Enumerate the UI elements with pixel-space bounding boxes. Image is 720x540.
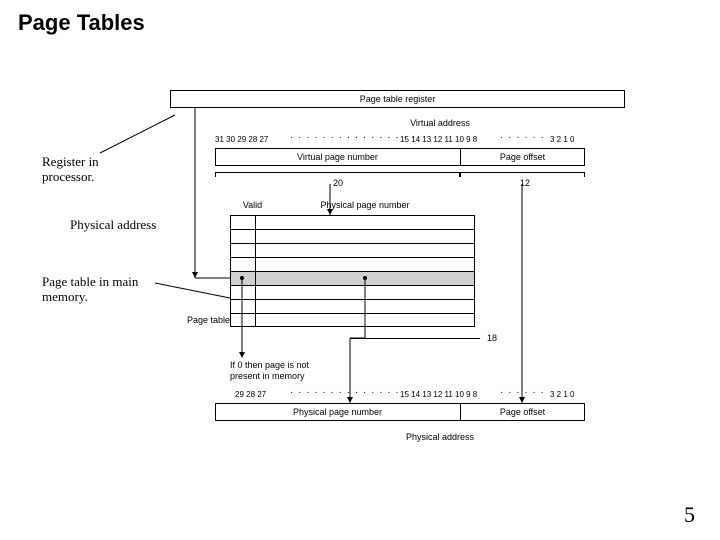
annotation-register: Register in processor.	[42, 155, 99, 185]
annotation-physical-address: Physical address	[70, 218, 156, 233]
diagram-container: Page table register Virtual address 31 3…	[160, 90, 660, 480]
annotation-page-table: Page table in main memory.	[42, 275, 138, 305]
page-title: Page Tables	[18, 10, 145, 36]
connection-lines	[160, 90, 660, 480]
page-number: 5	[684, 502, 695, 528]
